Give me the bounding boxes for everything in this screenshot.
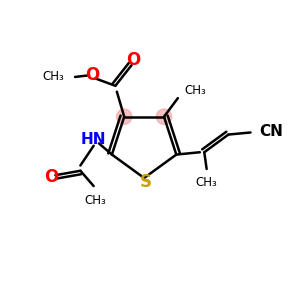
Text: CH₃: CH₃ [196,176,218,189]
Text: O: O [44,168,58,186]
Text: CH₃: CH₃ [42,70,64,83]
Text: CH₃: CH₃ [84,194,106,207]
Ellipse shape [117,109,132,124]
Text: CH₃: CH₃ [184,84,206,97]
Text: S: S [140,173,152,191]
Text: CN: CN [259,124,283,139]
Text: HN: HN [81,132,106,147]
Text: O: O [85,66,99,84]
Ellipse shape [156,109,172,124]
Text: O: O [126,51,140,69]
